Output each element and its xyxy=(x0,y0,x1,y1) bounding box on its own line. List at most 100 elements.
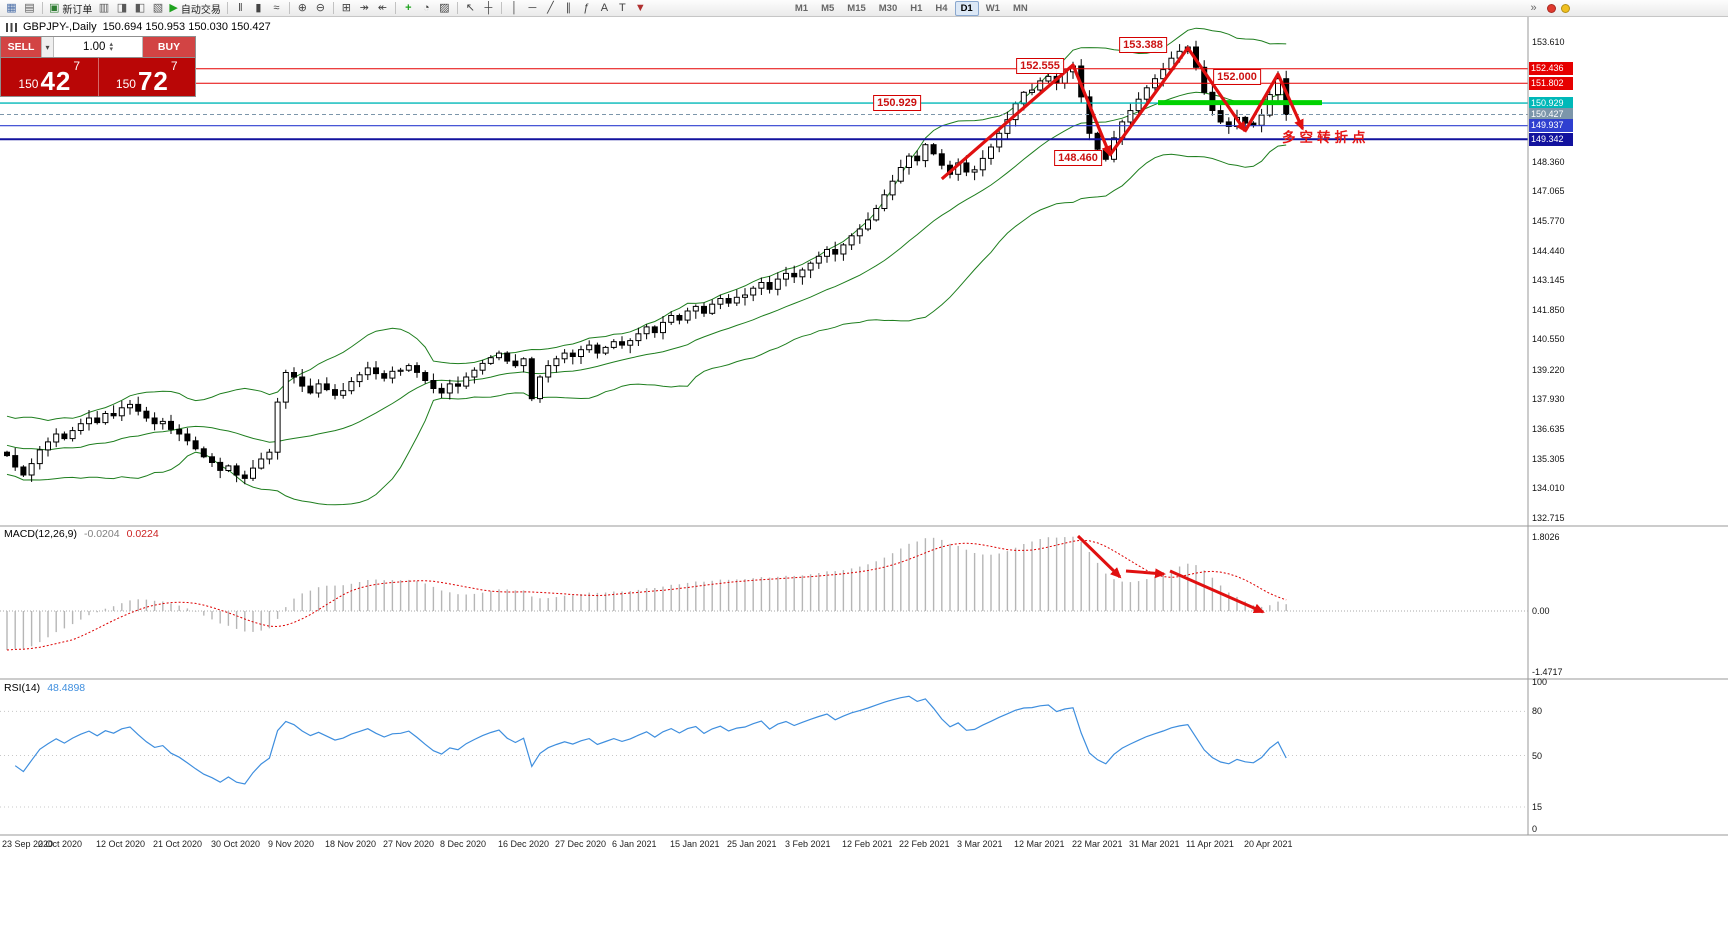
volume-up-stepper-icon[interactable]: ▴ xyxy=(109,41,113,48)
fibonacci-icon[interactable]: ƒ xyxy=(578,1,595,16)
candle-body xyxy=(783,272,789,280)
alert-red-dot-icon[interactable] xyxy=(1547,3,1556,13)
sell-price-pips: 42 xyxy=(40,66,72,96)
indicators-add-icon[interactable]: + xyxy=(400,1,417,16)
candle-body xyxy=(168,420,174,430)
order-type-caret-icon[interactable]: ▾ xyxy=(41,37,54,57)
horizontal-line-icon[interactable]: ─ xyxy=(524,1,541,16)
macd-arrow-2[interactable] xyxy=(1125,568,1166,579)
strategy-tester-icon[interactable]: ▧ xyxy=(149,1,166,16)
toolbar-separator xyxy=(394,2,396,14)
macd-label: MACD(12,26,9) -0.0204 0.0224 xyxy=(4,528,159,540)
macd-arrow-3[interactable] xyxy=(1169,569,1265,614)
buy-price-panel[interactable]: 150 72 7 xyxy=(99,58,196,96)
main-toolbar: ▦ ▤ ▣ 新订单 ▥ ◨ ◧ ▧ ▶ 自动交易 ǁ ▮ ≈ ⊕ ⊖ ⊞ ↠ ↞ + ◔ ▨ ↖ ┼ │ ─ ╱ ∥ ƒ A T ▼ M1 M… xyxy=(0,0,1728,17)
sell-price-big-figure: 150 xyxy=(18,77,39,91)
alert-yellow-dot-icon[interactable] xyxy=(1561,3,1570,13)
toolbar-separator xyxy=(288,2,290,14)
charts-grid-icon[interactable]: ▦ xyxy=(3,1,20,16)
new-order-button[interactable]: ▣ 新订单 xyxy=(47,1,94,16)
candle-body xyxy=(758,282,765,289)
candle-body xyxy=(512,360,519,367)
candle-body xyxy=(742,294,748,298)
volume-down-stepper-icon[interactable]: ▾ xyxy=(109,46,113,53)
candle-body xyxy=(53,433,60,443)
candle-body xyxy=(4,451,10,457)
label-tool-icon[interactable]: T xyxy=(614,1,631,16)
templates-icon[interactable]: ▨ xyxy=(436,1,453,16)
candle-body xyxy=(315,383,322,394)
timeframe-d1[interactable]: D1 xyxy=(954,0,979,16)
zoom-in-icon[interactable]: ⊕ xyxy=(294,1,311,16)
candle-body xyxy=(791,272,798,278)
candle-body xyxy=(766,282,773,290)
candle-body xyxy=(274,401,281,453)
data-window-icon-glyph: ◨ xyxy=(116,1,128,14)
candle-body xyxy=(471,369,478,378)
trend-arrow-2[interactable] xyxy=(1108,46,1247,156)
timeframe-mn[interactable]: MN xyxy=(1012,2,1028,14)
new-order-button-label: 新订单 xyxy=(62,4,93,16)
candle-body xyxy=(1275,78,1281,96)
turning-point-annotation[interactable]: 多空转折点 xyxy=(1282,130,1370,145)
candlestick-chart-icon[interactable]: ▮ xyxy=(250,1,267,16)
timeframe-h4[interactable]: H4 xyxy=(935,2,948,14)
trend-arrow-3[interactable] xyxy=(1243,72,1305,132)
candle-body xyxy=(389,370,396,379)
profiles-icon-glyph: ▤ xyxy=(24,1,35,14)
timeframe-m15[interactable]: M15 xyxy=(847,2,866,14)
crosshair-icon[interactable]: ┼ xyxy=(480,1,497,16)
timeframe-m1[interactable]: M1 xyxy=(794,2,809,14)
candle-body xyxy=(1045,75,1052,82)
candle-body xyxy=(602,346,609,354)
candle-body xyxy=(438,387,445,394)
tile-windows-icon[interactable]: ⊞ xyxy=(338,1,355,16)
data-window-icon[interactable]: ◨ xyxy=(113,1,130,16)
vertical-line-icon[interactable]: │ xyxy=(506,1,523,16)
candle-body xyxy=(36,449,43,465)
candle-body xyxy=(1037,80,1044,91)
candle-body xyxy=(45,441,51,451)
trend-arrow-1[interactable] xyxy=(940,63,1112,181)
sell-button[interactable]: SELL xyxy=(1,37,41,57)
buy-button[interactable]: BUY xyxy=(143,37,195,57)
candle-body xyxy=(364,367,371,376)
candle-body xyxy=(1225,121,1232,128)
cursor-icon[interactable]: ↖ xyxy=(462,1,479,16)
buy-price-pips: 72 xyxy=(137,66,169,96)
candle-body xyxy=(356,374,363,383)
candle-body xyxy=(487,357,494,364)
channel-icon[interactable]: ∥ xyxy=(560,1,577,16)
toolbar-overflow-chevron[interactable]: » xyxy=(1530,2,1537,14)
trendline-icon[interactable]: ╱ xyxy=(542,1,559,16)
timeframe-m30[interactable]: M30 xyxy=(878,2,898,14)
volume-input[interactable]: 1.00 xyxy=(83,41,106,53)
periods-icon[interactable]: ◔ xyxy=(418,1,435,16)
chart-annotations[interactable] xyxy=(940,46,1322,614)
candle-body xyxy=(668,315,675,323)
timeframe-m5[interactable]: M5 xyxy=(821,2,835,14)
auto-scroll-icon[interactable]: ↠ xyxy=(356,1,373,16)
line-chart-icon[interactable]: ≈ xyxy=(268,1,285,16)
arrows-tool-icon[interactable]: ▼ xyxy=(632,1,649,16)
candle-body xyxy=(1160,69,1167,80)
rsi-label: RSI(14) 48.4898 xyxy=(4,682,85,694)
auto-trading-button[interactable]: ▶ 自动交易 xyxy=(167,1,222,16)
profiles-icon[interactable]: ▤ xyxy=(21,1,38,16)
candle-body xyxy=(553,358,560,367)
candle-body xyxy=(373,367,379,375)
timeframe-h1[interactable]: H1 xyxy=(910,2,923,14)
timeframe-w1[interactable]: W1 xyxy=(985,2,1000,14)
chart-shift-icon[interactable]: ↞ xyxy=(374,1,391,16)
candle-body xyxy=(209,456,215,463)
navigator-icon[interactable]: ◧ xyxy=(131,1,148,16)
strategy-tester-icon-glyph: ▧ xyxy=(152,1,164,14)
zoom-out-icon[interactable]: ⊖ xyxy=(312,1,329,16)
sell-price-panel[interactable]: 150 42 7 xyxy=(1,58,99,96)
horizontal-lines[interactable] xyxy=(0,68,1528,141)
market-watch-icon[interactable]: ▥ xyxy=(95,1,112,16)
bar-chart-icon[interactable]: ǁ xyxy=(232,1,249,16)
macd-arrow-1[interactable] xyxy=(1076,534,1122,579)
text-tool-icon[interactable]: A xyxy=(596,1,613,16)
